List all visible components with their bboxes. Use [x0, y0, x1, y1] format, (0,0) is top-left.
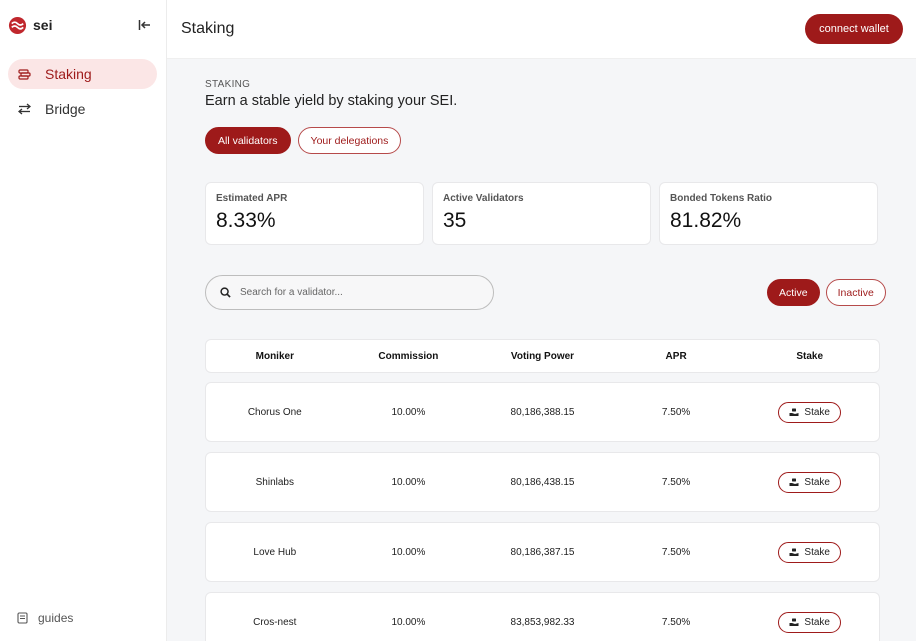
table-row: Cros-nest 10.00% 83,853,982.33 7.50% Sta…: [205, 592, 880, 641]
stat-label: Bonded Tokens Ratio: [670, 193, 773, 204]
validator-table-body: Chorus One 10.00% 80,186,388.15 7.50% St…: [205, 382, 880, 641]
status-filters: Active Inactive: [767, 279, 886, 306]
connect-wallet-button[interactable]: connect wallet: [805, 14, 903, 44]
filter-inactive[interactable]: Inactive: [825, 279, 886, 306]
logo-text: sei: [33, 17, 53, 33]
stat-card-active-validators: Active Validators 35: [432, 182, 651, 245]
stat-value: 8.33%: [216, 209, 276, 232]
logo[interactable]: sei: [8, 16, 52, 35]
stat-card-estimated-apr: Estimated APR 8.33%: [205, 182, 424, 245]
sidebar-item-bridge[interactable]: Bridge: [8, 94, 157, 124]
collapse-left-icon: [138, 20, 150, 30]
cell-voting-power: 80,186,388.15: [510, 406, 575, 418]
stake-button[interactable]: Stake: [778, 611, 842, 633]
page-title: Staking: [181, 20, 235, 37]
filter-active[interactable]: Active: [767, 279, 820, 306]
sidebar: sei Staking: [0, 0, 167, 641]
stake-hand-icon: [789, 478, 799, 486]
sidebar-nav: Staking Bridge: [8, 59, 157, 129]
stake-button-label: Stake: [804, 476, 830, 488]
column-header-commission[interactable]: Commission: [378, 350, 439, 362]
stat-card-bonded-ratio: Bonded Tokens Ratio 81.82%: [659, 182, 878, 245]
sidebar-item-guides[interactable]: guides: [17, 611, 73, 625]
cell-moniker: Chorus One: [247, 406, 302, 418]
cell-commission: 10.00%: [391, 476, 426, 488]
cell-apr: 7.50%: [661, 406, 691, 418]
main-content: STAKING Earn a stable yield by staking y…: [167, 59, 916, 641]
cell-apr: 7.50%: [661, 476, 691, 488]
validator-tabs: All validators Your delegations: [205, 127, 402, 154]
tab-your-delegations[interactable]: Your delegations: [297, 127, 402, 154]
stake-hand-icon: [789, 408, 799, 416]
stake-button-label: Stake: [804, 406, 830, 418]
sidebar-item-label: Staking: [45, 66, 92, 82]
cell-voting-power: 80,186,438.15: [510, 476, 575, 488]
cell-moniker: Love Hub: [253, 546, 297, 558]
table-row: Love Hub 10.00% 80,186,387.15 7.50% Stak…: [205, 522, 880, 582]
stake-button[interactable]: Stake: [778, 541, 842, 563]
stat-value: 81.82%: [670, 209, 742, 232]
cell-commission: 10.00%: [391, 546, 426, 558]
column-header-stake: Stake: [796, 350, 824, 362]
stat-label: Active Validators: [443, 193, 524, 204]
stats-row: Estimated APR 8.33% Active Validators 35…: [205, 182, 878, 245]
cell-voting-power: 80,186,387.15: [510, 546, 575, 558]
logo-row: sei: [8, 13, 152, 37]
cell-moniker: Cros-nest: [253, 616, 297, 628]
top-bar: Staking connect wallet: [167, 0, 916, 59]
sidebar-item-staking[interactable]: Staking: [8, 59, 157, 89]
cell-moniker: Shinlabs: [255, 476, 294, 488]
search-input[interactable]: [240, 287, 470, 298]
book-icon: [17, 612, 29, 625]
stake-button[interactable]: Stake: [778, 471, 842, 493]
stake-hand-icon: [789, 618, 799, 626]
guides-label: guides: [38, 611, 74, 625]
table-row: Shinlabs 10.00% 80,186,438.15 7.50% Stak…: [205, 452, 880, 512]
cell-stake: Stake: [740, 401, 879, 423]
sidebar-item-label: Bridge: [45, 101, 86, 117]
sei-logo-icon: [8, 16, 27, 34]
cell-commission: 10.00%: [391, 616, 426, 628]
cell-commission: 10.00%: [391, 406, 426, 418]
stake-button-label: Stake: [804, 616, 830, 628]
cell-stake: Stake: [740, 611, 879, 633]
headline: Earn a stable yield by staking your SEI.: [205, 93, 458, 109]
arrows-exchange-icon: [17, 102, 31, 116]
search-box: [205, 275, 494, 310]
tab-all-validators[interactable]: All validators: [205, 127, 291, 154]
cell-apr: 7.50%: [661, 616, 691, 628]
search-icon: [220, 287, 231, 298]
cell-stake: Stake: [740, 541, 879, 563]
coins-icon: [17, 67, 31, 81]
stake-hand-icon: [789, 548, 799, 556]
cell-voting-power: 83,853,982.33: [510, 616, 575, 628]
cell-apr: 7.50%: [661, 546, 691, 558]
column-header-moniker[interactable]: Moniker: [255, 350, 294, 362]
collapse-sidebar-button[interactable]: [136, 17, 152, 33]
section-label: STAKING: [205, 79, 251, 90]
cell-stake: Stake: [740, 471, 879, 493]
column-header-voting-power[interactable]: Voting Power: [510, 350, 575, 362]
stat-label: Estimated APR: [216, 193, 288, 204]
stake-button-label: Stake: [804, 546, 830, 558]
table-row: Chorus One 10.00% 80,186,388.15 7.50% St…: [205, 382, 880, 442]
stat-value: 35: [443, 209, 467, 232]
table-header: Moniker Commission Voting Power APR Stak…: [205, 339, 880, 373]
stake-button[interactable]: Stake: [778, 401, 842, 423]
column-header-apr[interactable]: APR: [665, 350, 687, 362]
